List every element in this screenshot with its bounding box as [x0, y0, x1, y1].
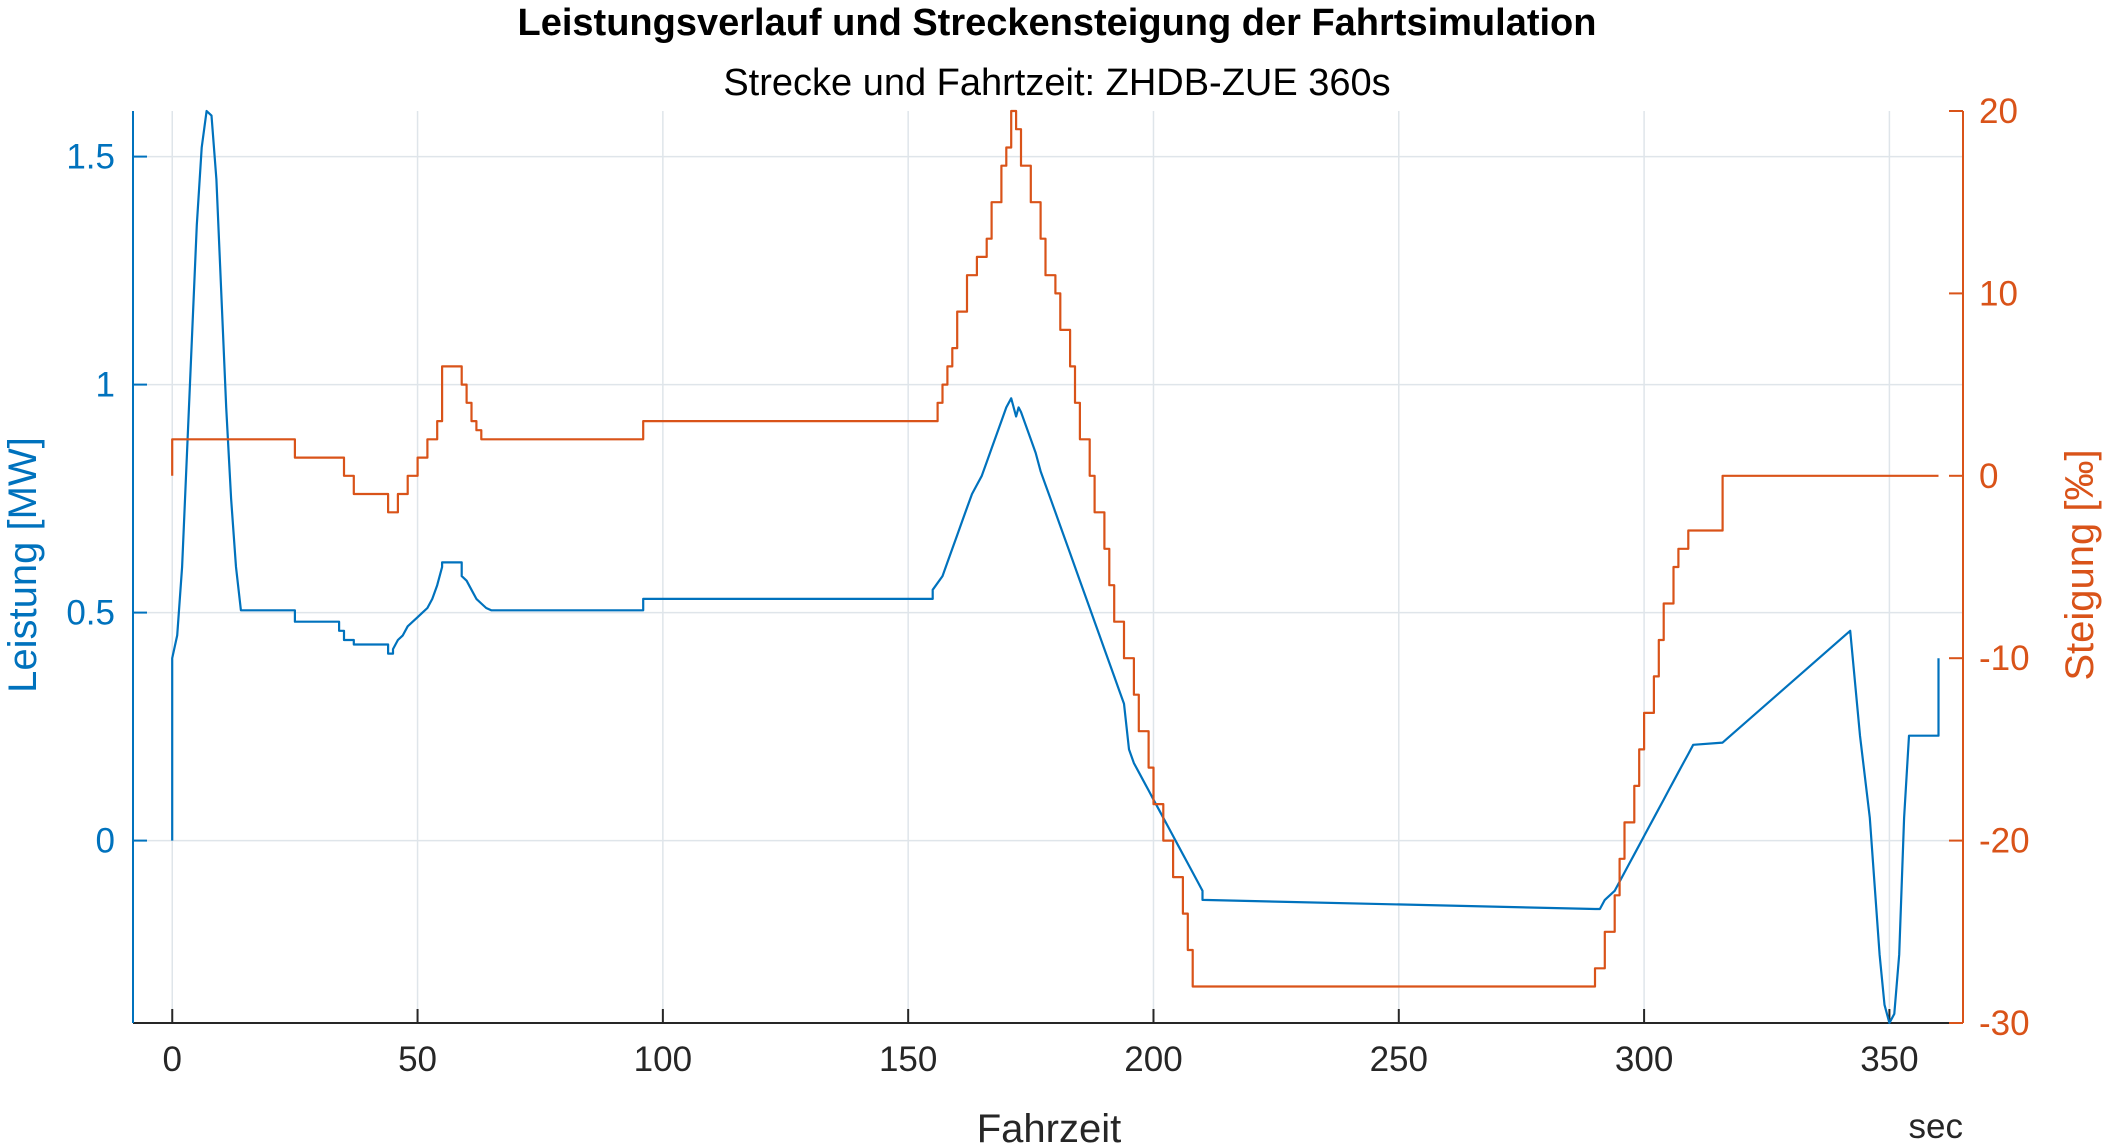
series-line-steigung — [171, 109, 1939, 988]
y-left-tick-label: 1.5 — [66, 138, 115, 177]
x-tick-label: 100 — [634, 1040, 692, 1079]
y-left-axis-label: Leistung [MW] — [1, 437, 45, 693]
x-tick-label: 250 — [1370, 1040, 1428, 1079]
y-right-tick-label: 0 — [1979, 457, 1998, 496]
y-right-tick-label: 10 — [1979, 274, 2018, 313]
x-axis-unit: sec — [1909, 1107, 1963, 1146]
series-line-leistung — [171, 109, 1940, 1025]
y-right-tick-label: -30 — [1979, 1004, 2030, 1043]
chart-title: Leistungsverlauf und Streckensteigung de… — [518, 2, 1597, 44]
x-tick-label: 200 — [1124, 1040, 1182, 1079]
y-right-axis-label: Steigung [‰] — [2058, 449, 2102, 680]
axes — [132, 110, 1964, 1024]
x-tick-label: 300 — [1615, 1040, 1673, 1079]
y-left-tick-label: 0 — [96, 822, 115, 861]
y-left-tick-label: 0.5 — [66, 594, 115, 633]
y-right-tick-label: -10 — [1979, 639, 2030, 678]
x-tick-label: 150 — [879, 1040, 937, 1079]
x-tick-label: 350 — [1860, 1040, 1918, 1079]
x-axis-label: Fahrzeit — [977, 1107, 1122, 1146]
grid — [133, 111, 1963, 1023]
x-tick-label: 0 — [163, 1040, 182, 1079]
x-tick-label: 50 — [398, 1040, 437, 1079]
plot-area — [171, 109, 1940, 1025]
chart-subtitle: Strecke und Fahrtzeit: ZHDB-ZUE 360s — [723, 62, 1390, 104]
tick-labels: 0 50 100 150 200 250 300 350 0 0.5 1 1.5 -30 -20 -10 0 1… — [66, 92, 2029, 1079]
y-left-tick-label: 1 — [96, 366, 115, 405]
y-right-tick-label: -20 — [1979, 822, 2030, 861]
y-right-tick-label: 20 — [1979, 92, 2018, 131]
